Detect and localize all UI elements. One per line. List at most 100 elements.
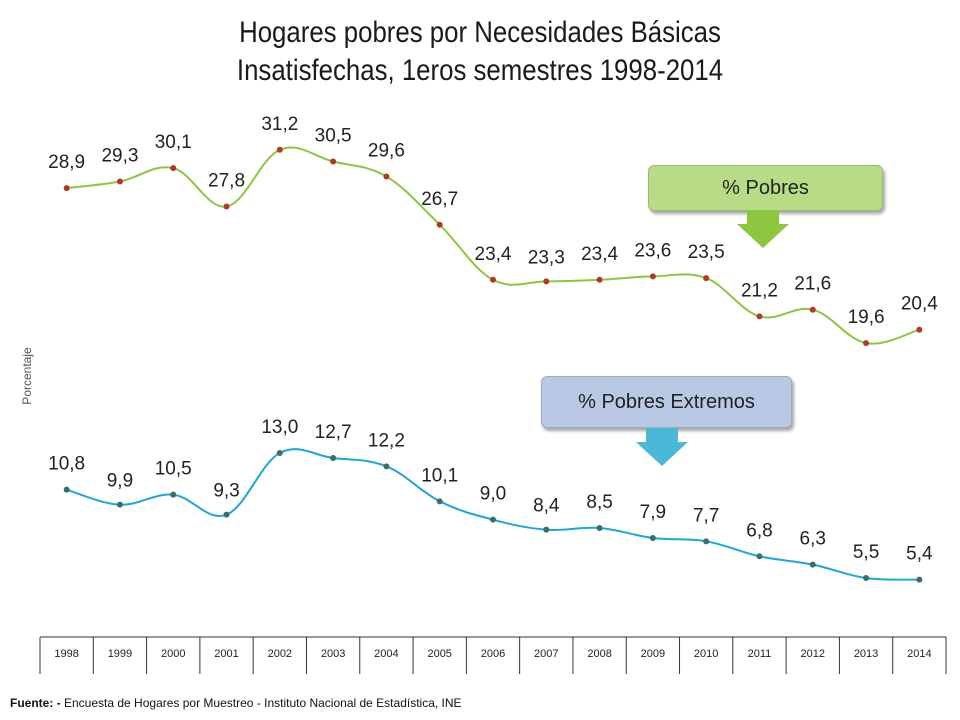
data-label-pobres: 27,8 [208,170,245,191]
x-tick-label: 2013 [854,648,878,660]
data-label-pobres-extremos: 8,5 [586,492,612,513]
data-label-pobres: 28,9 [48,152,85,173]
data-label-pobres-extremos: 6,3 [800,529,826,550]
data-point-pobres [916,326,923,333]
x-tick-label: 1998 [54,648,78,660]
data-label-pobres: 30,5 [315,125,352,146]
series-layer [63,146,923,583]
data-label-pobres-extremos: 8,4 [533,496,560,517]
data-label-pobres-extremos: 12,2 [368,430,405,451]
chart-title-line-2: Insatisfechas, 1eros semestres 1998-2014 [236,54,724,87]
data-label-pobres: 19,6 [848,307,885,328]
arrow-down-icon [737,210,789,248]
data-label-pobres-extremos: 6,8 [746,520,772,541]
x-tick-label: 2002 [268,648,292,660]
data-label-pobres-extremos: 9,3 [213,481,239,502]
data-label-pobres-extremos: 10,8 [48,454,85,475]
data-labels: 28,9 29,3 30,1 27,8 31,2 30,5 29,6 26,7 23,4 23,3… [48,114,938,565]
data-point-pobres [863,340,870,347]
data-point-pobres-extremos [223,511,230,518]
chart-title-line-1: Hogares pobres por Necesidades Básicas [239,16,721,49]
data-point-pobres-extremos [276,450,283,457]
data-label-pobres: 29,3 [101,145,138,166]
x-tick-label: 2006 [481,648,505,660]
x-tick-label: 2008 [587,648,611,660]
data-point-pobres-extremos [809,561,816,568]
data-point-pobres-extremos [863,574,870,581]
data-point-pobres [383,173,390,180]
data-label-pobres-extremos: 10,1 [421,465,458,486]
data-label-pobres-extremos: 9,9 [107,471,133,492]
data-label-pobres-extremos: 10,5 [155,459,192,480]
data-point-pobres [490,276,496,283]
data-point-pobres-extremos [596,524,603,531]
y-axis-label: Porcentaje [20,347,34,405]
data-point-pobres [543,278,550,285]
data-label-pobres: 23,3 [528,247,565,268]
data-point-pobres-extremos [490,516,496,523]
source-note: Fuente: - Encuesta de Hogares por Muestr… [10,696,462,710]
data-point-pobres [596,276,603,283]
x-tick-label: 2004 [374,648,398,660]
x-axis: 1998 1999 2000 2001 2002 2003 2004 2005 2006 2007… [39,636,947,674]
data-label-pobres-extremos: 7,7 [693,505,719,526]
x-tick-label: 2003 [321,648,345,660]
data-point-pobres [809,306,816,313]
data-label-pobres: 26,7 [421,189,458,210]
data-label-pobres-extremos: 7,9 [640,502,666,523]
data-point-pobres [436,221,443,228]
data-point-pobres [649,273,656,280]
data-point-pobres-extremos [649,534,656,541]
callout-pobres-extremos: % Pobres Extremos [541,376,792,428]
data-point-pobres-extremos [330,455,337,462]
data-label-pobres: 23,5 [688,242,725,263]
source-prefix: Fuente: - [10,696,61,710]
data-point-pobres-extremos [916,576,923,583]
data-point-pobres-extremos [756,553,763,560]
x-tick-label: 2007 [534,648,558,660]
arrow-down-icon [636,428,688,466]
data-point-pobres-extremos [116,501,123,508]
x-tick-label: 1999 [108,648,132,660]
series-line-pobres-extremos [66,448,920,581]
data-point-pobres [330,158,337,165]
x-tick-label: 2000 [161,648,185,660]
data-label-pobres: 31,2 [261,114,298,135]
data-point-pobres [116,178,123,185]
data-point-pobres-extremos [383,463,390,470]
data-label-pobres-extremos: 9,0 [480,484,506,505]
data-point-pobres-extremos [170,491,177,498]
callout-pobres: % Pobres [648,165,883,211]
data-label-pobres: 23,4 [475,244,512,265]
data-point-pobres [756,313,763,320]
data-point-pobres [223,203,230,210]
data-point-pobres-extremos [703,538,710,545]
chart-title: Hogares pobres por Necesidades Básicas I… [0,14,960,90]
data-label-pobres: 30,1 [155,132,192,153]
x-tick-label: 2001 [214,648,238,660]
data-label-pobres-extremos: 13,0 [261,417,298,438]
data-point-pobres [703,275,710,282]
x-tick-label: 2010 [694,648,718,660]
data-label-pobres-extremos: 5,4 [906,544,933,565]
data-point-pobres [170,165,177,172]
x-tick-label: 2011 [748,648,772,660]
data-point-pobres-extremos [543,526,550,533]
data-point-pobres [63,185,70,192]
data-point-pobres-extremos [436,498,443,505]
data-label-pobres: 21,2 [741,280,778,301]
data-label-pobres: 23,4 [581,244,618,265]
data-label-pobres: 29,6 [368,140,405,161]
data-label-pobres: 21,6 [794,274,831,295]
x-tick-label: 2012 [801,648,825,660]
x-tick-label: 2005 [427,648,451,660]
data-point-pobres [276,146,283,153]
data-label-pobres-extremos: 5,5 [853,542,879,563]
data-label-pobres: 23,6 [634,240,671,261]
x-tick-label: 2014 [907,648,931,660]
series-line-pobres [66,146,920,345]
data-label-pobres-extremos: 12,7 [315,422,352,443]
source-text: Encuesta de Hogares por Muestreo - Insti… [60,696,462,710]
x-tick-label: 2009 [641,648,665,660]
